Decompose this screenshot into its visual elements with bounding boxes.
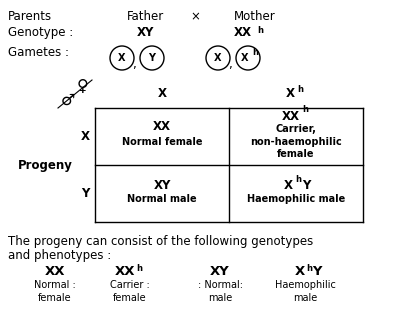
Text: ♂: ♂ — [61, 93, 75, 108]
Text: h: h — [297, 85, 303, 94]
Text: Normal male: Normal male — [127, 194, 197, 204]
Text: : Normal:: : Normal: — [198, 280, 242, 290]
Text: Genotype :: Genotype : — [8, 26, 73, 39]
Text: male: male — [208, 293, 232, 303]
Text: XX: XX — [282, 110, 300, 123]
Text: and phenotypes :: and phenotypes : — [8, 249, 111, 262]
Text: ♀: ♀ — [76, 78, 88, 94]
Text: XY: XY — [136, 26, 154, 39]
Text: XX: XX — [45, 265, 65, 278]
Text: male: male — [293, 293, 317, 303]
Text: h: h — [295, 175, 301, 184]
Text: ×: × — [190, 10, 200, 23]
Text: Parents: Parents — [8, 10, 52, 23]
Text: Carrier :: Carrier : — [110, 280, 150, 290]
Text: h: h — [257, 26, 263, 35]
Text: h: h — [302, 105, 308, 114]
Text: The progeny can consist of the following genotypes: The progeny can consist of the following… — [8, 235, 313, 248]
Text: Y: Y — [81, 187, 89, 200]
Text: X: X — [118, 53, 126, 63]
Text: Father: Father — [126, 10, 164, 23]
Text: Normal female: Normal female — [122, 136, 202, 146]
Text: XX: XX — [153, 120, 171, 133]
Text: X: X — [284, 179, 292, 192]
Text: h: h — [252, 47, 258, 56]
Text: X: X — [241, 53, 249, 63]
Text: Haemophilic: Haemophilic — [275, 280, 335, 290]
Text: X: X — [295, 265, 305, 278]
Text: female: female — [38, 293, 72, 303]
Text: X: X — [158, 87, 166, 100]
Text: XX: XX — [115, 265, 135, 278]
Text: X: X — [286, 87, 295, 100]
Text: Gametes :: Gametes : — [8, 46, 69, 59]
Text: h: h — [136, 264, 142, 273]
Text: X: X — [214, 53, 222, 63]
Text: non-haemophilic: non-haemophilic — [250, 136, 342, 146]
Text: Y: Y — [302, 179, 310, 192]
Text: Y: Y — [149, 53, 156, 63]
Text: female: female — [113, 293, 147, 303]
Text: h: h — [306, 264, 312, 273]
Text: Progeny: Progeny — [18, 158, 73, 172]
Text: Y: Y — [312, 265, 322, 278]
Text: XY: XY — [210, 265, 230, 278]
Text: Normal :: Normal : — [34, 280, 76, 290]
Text: XY: XY — [153, 179, 170, 192]
Text: Carrier,: Carrier, — [276, 124, 316, 133]
Text: Mother: Mother — [234, 10, 276, 23]
Text: X: X — [80, 130, 90, 143]
Text: ,: , — [132, 57, 136, 70]
Text: female: female — [277, 148, 315, 158]
Text: ,: , — [228, 57, 232, 70]
Text: XX: XX — [234, 26, 252, 39]
Text: Haemophilic male: Haemophilic male — [247, 194, 345, 204]
